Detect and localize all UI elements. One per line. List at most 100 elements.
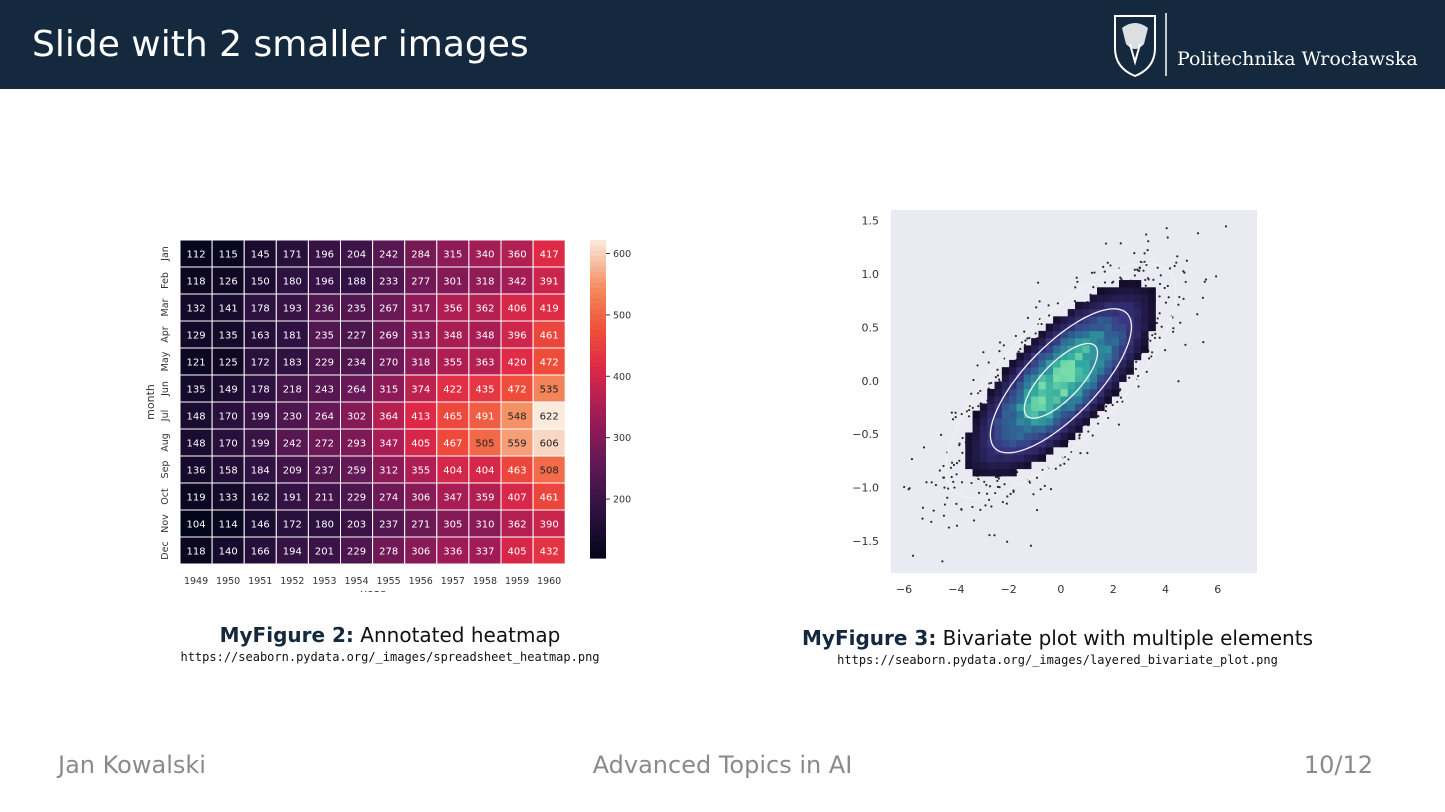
heatmap-cell [372, 374, 406, 403]
histogram-bin [1038, 352, 1047, 361]
histogram-bin [1104, 294, 1112, 303]
figure-3-title: Bivariate plot with multiple elements [936, 626, 1313, 650]
figure-2-label: MyFigure 2: [219, 623, 354, 647]
scatter-point [960, 508, 963, 511]
histogram-bin [1097, 338, 1105, 346]
scatter-point [1079, 452, 1082, 455]
histogram-bin [979, 432, 988, 441]
histogram-bin [987, 468, 995, 477]
histogram-bin [1140, 323, 1149, 332]
colorbar-segment [590, 340, 606, 347]
x-tick-label: 1958 [473, 576, 497, 587]
scatter-point [934, 483, 938, 487]
histogram-bin [1133, 323, 1142, 332]
heatmap-cell-label: 211 [315, 493, 334, 504]
heatmap-cell-label: 417 [540, 250, 559, 261]
histogram-bin [1126, 345, 1134, 353]
heatmap-cell-label: 227 [347, 331, 366, 342]
scatter-point [1078, 434, 1081, 437]
scatter-point [1143, 260, 1146, 263]
histogram-bin [1097, 388, 1105, 397]
heatmap-cell-label: 243 [315, 385, 334, 396]
scatter-point [1063, 462, 1066, 465]
histogram-bin [1023, 439, 1032, 448]
heatmap-cell-label: 145 [251, 250, 270, 261]
heatmap-cell [404, 482, 438, 511]
x-tick-label: 2 [1110, 583, 1117, 596]
scatter-point [1116, 400, 1119, 404]
histogram-bin [1075, 338, 1083, 346]
colorbar-segment [590, 277, 606, 283]
colorbar-segment [590, 346, 606, 352]
heatmap-cell-label: 193 [283, 304, 302, 315]
histogram-bin [1075, 381, 1083, 390]
histogram-bin [1082, 309, 1090, 317]
scatter-point [1028, 336, 1031, 340]
histogram-bin [1126, 352, 1134, 361]
heatmap-cell [275, 482, 309, 511]
histogram-bin [1016, 439, 1025, 448]
histogram-bin [1016, 425, 1025, 433]
histogram-bin [1097, 316, 1105, 324]
histogram-bin [987, 447, 995, 455]
histogram-bin [1097, 374, 1105, 382]
heatmap-cell-label: 347 [379, 439, 398, 450]
scatter-point [943, 486, 946, 489]
scatter-point [1133, 268, 1136, 271]
histogram-bin [1038, 439, 1047, 448]
histogram-bin [979, 417, 988, 426]
histogram-bin [1009, 381, 1017, 390]
histogram-bin [1038, 425, 1047, 433]
histogram-bin [1111, 345, 1120, 353]
histogram-bin [1097, 330, 1105, 339]
histogram-bin [1104, 323, 1112, 332]
heatmap-cell-label: 302 [347, 412, 366, 423]
heatmap-cell [211, 536, 245, 565]
histogram-bin [1023, 425, 1032, 433]
histogram-bin [1038, 330, 1047, 339]
histogram-bin [1053, 338, 1061, 346]
histogram-bin [1133, 294, 1142, 303]
scatter-point [1139, 260, 1142, 264]
histogram-bin [1009, 396, 1017, 404]
heatmap-cell-label: 112 [187, 250, 206, 261]
scatter-point [988, 534, 991, 537]
heatmap-cell-label: 136 [187, 466, 206, 477]
histogram-bin [1111, 381, 1120, 390]
scatter-point [1019, 347, 1022, 351]
scatter-point [1109, 264, 1112, 267]
scatter-point [1006, 540, 1009, 543]
heatmap-cell [243, 482, 277, 511]
histogram-bin [1082, 374, 1090, 382]
histogram-bin [1060, 417, 1069, 426]
histogram-bin [1118, 316, 1127, 324]
colorbar-segment [590, 266, 606, 273]
colorbar-segment [590, 245, 606, 252]
histogram-bin [1104, 359, 1112, 368]
heatmap-cell-label: 148 [187, 439, 206, 450]
density-contour [945, 262, 1177, 499]
scatter-point [954, 415, 957, 419]
histogram-bin [1038, 359, 1047, 368]
heatmap-cell-label: 390 [540, 520, 559, 531]
heatmap-cell-label: 284 [411, 250, 430, 261]
scatter-point [1103, 270, 1106, 273]
histogram-bin [1104, 388, 1112, 397]
histogram-bin [1001, 381, 1010, 390]
histogram-bin [1053, 367, 1061, 375]
heatmap-cell [372, 266, 406, 295]
scatter-point [1105, 405, 1108, 408]
x-tick-label: −4 [948, 583, 964, 596]
colorbar-segment [590, 240, 606, 246]
histogram-bin [1023, 381, 1032, 390]
histogram-bin [1111, 287, 1120, 295]
scatter-point [1028, 481, 1032, 484]
colorbar-segment [590, 489, 606, 495]
heatmap-cell [404, 374, 438, 403]
histogram-bin [1118, 294, 1127, 303]
histogram-bin [1067, 330, 1076, 339]
scatter-point [1056, 302, 1059, 305]
histogram-bin [1001, 410, 1010, 419]
histogram-bin [1060, 432, 1069, 441]
histogram-bin [1001, 417, 1010, 426]
